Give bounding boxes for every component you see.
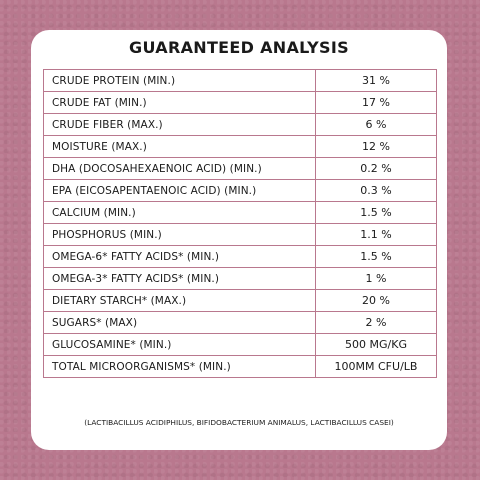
nutrient-name: MOISTURE (MAX.): [43, 135, 316, 158]
table-row: GLUCOSAMINE* (MIN.) 500 MG/KG: [43, 333, 437, 356]
analysis-table: CRUDE PROTEIN (MIN.) 31 % CRUDE FAT (MIN.…: [43, 69, 437, 378]
nutrient-value: 100MM CFU/LB: [315, 355, 437, 378]
table-row: SUGARS* (MAX) 2 %: [43, 311, 437, 334]
nutrient-name: SUGARS* (MAX): [43, 311, 316, 334]
footnote: (LACTIBACILLUS ACIDIPHILUS, BIFIDOBACTER…: [84, 418, 394, 427]
table-row: CRUDE FAT (MIN.) 17 %: [43, 91, 437, 114]
table-row: DHA (DOCOSAHEXAENOIC ACID) (MIN.) 0.2 %: [43, 157, 437, 180]
nutrient-name: CRUDE FIBER (MAX.): [43, 113, 316, 136]
nutrient-name: EPA (EICOSAPENTAENOIC ACID) (MIN.): [43, 179, 316, 202]
nutrient-value: 500 MG/KG: [315, 333, 437, 356]
nutrient-name: TOTAL MICROORGANISMS* (MIN.): [43, 355, 316, 378]
nutrient-name: OMEGA-3* FATTY ACIDS* (MIN.): [43, 267, 316, 290]
nutrient-name: CALCIUM (MIN.): [43, 201, 316, 224]
table-row: PHOSPHORUS (MIN.) 1.1 %: [43, 223, 437, 246]
nutrient-name: DHA (DOCOSAHEXAENOIC ACID) (MIN.): [43, 157, 316, 180]
analysis-card: GUARANTEED ANALYSIS CRUDE PROTEIN (MIN.)…: [31, 30, 447, 450]
table-row: OMEGA-6* FATTY ACIDS* (MIN.) 1.5 %: [43, 245, 437, 268]
nutrient-value: 6 %: [315, 113, 437, 136]
nutrient-name: CRUDE PROTEIN (MIN.): [43, 69, 316, 92]
nutrient-value: 1.1 %: [315, 223, 437, 246]
nutrient-value: 2 %: [315, 311, 437, 334]
nutrient-value: 0.3 %: [315, 179, 437, 202]
nutrient-value: 1.5 %: [315, 201, 437, 224]
nutrient-name: PHOSPHORUS (MIN.): [43, 223, 316, 246]
page-title: GUARANTEED ANALYSIS: [129, 38, 349, 57]
nutrient-name: GLUCOSAMINE* (MIN.): [43, 333, 316, 356]
table-row: OMEGA-3* FATTY ACIDS* (MIN.) 1 %: [43, 267, 437, 290]
nutrient-name: DIETARY STARCH* (MAX.): [43, 289, 316, 312]
nutrient-value: 1.5 %: [315, 245, 437, 268]
nutrient-value: 31 %: [315, 69, 437, 92]
nutrient-value: 1 %: [315, 267, 437, 290]
nutrient-name: CRUDE FAT (MIN.): [43, 91, 316, 114]
nutrient-value: 12 %: [315, 135, 437, 158]
nutrient-name: OMEGA-6* FATTY ACIDS* (MIN.): [43, 245, 316, 268]
nutrient-value: 17 %: [315, 91, 437, 114]
nutrient-value: 20 %: [315, 289, 437, 312]
table-row: DIETARY STARCH* (MAX.) 20 %: [43, 289, 437, 312]
table-row: CALCIUM (MIN.) 1.5 %: [43, 201, 437, 224]
table-row: MOISTURE (MAX.) 12 %: [43, 135, 437, 158]
table-row: TOTAL MICROORGANISMS* (MIN.) 100MM CFU/LB: [43, 355, 437, 378]
table-row: EPA (EICOSAPENTAENOIC ACID) (MIN.) 0.3 %: [43, 179, 437, 202]
table-row: CRUDE FIBER (MAX.) 6 %: [43, 113, 437, 136]
nutrient-value: 0.2 %: [315, 157, 437, 180]
table-row: CRUDE PROTEIN (MIN.) 31 %: [43, 69, 437, 92]
